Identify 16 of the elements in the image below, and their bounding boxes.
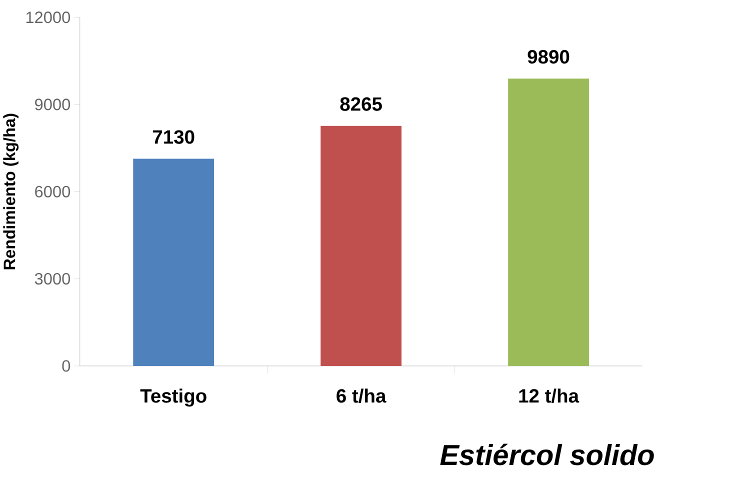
data-label: 7130 bbox=[153, 130, 194, 144]
y-tick-label: 3000 bbox=[34, 273, 70, 285]
y-tick-label: 12000 bbox=[26, 12, 70, 24]
text: Estiércol solido bbox=[440, 444, 654, 466]
bar bbox=[133, 159, 214, 366]
data-label: 8265 bbox=[340, 97, 382, 112]
y-tick-label: 0 bbox=[62, 360, 70, 372]
bar bbox=[320, 126, 402, 366]
x-tick-label: 12 t/ha bbox=[519, 388, 580, 404]
y-tick-label: 9000 bbox=[35, 98, 70, 111]
bar bbox=[508, 78, 589, 366]
y-axis-title: Rendimiento (kg/ha) bbox=[3, 114, 19, 270]
y-tick-label: 6000 bbox=[35, 186, 70, 198]
x-tick-label: 6 t/ha bbox=[336, 388, 386, 404]
data-label: 9890 bbox=[528, 50, 570, 64]
x-tick-label: Testigo bbox=[140, 388, 206, 407]
